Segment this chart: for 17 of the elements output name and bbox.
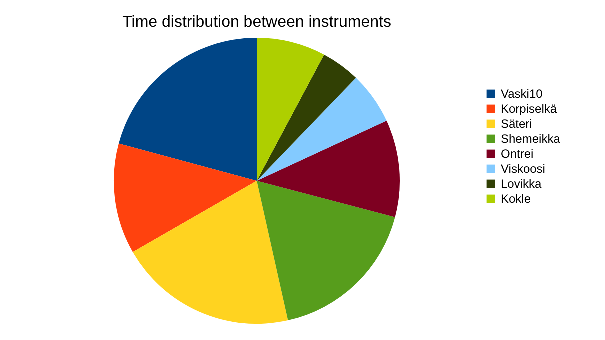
pie-slice	[257, 120, 400, 218]
pie-slice	[257, 54, 356, 181]
pie-slice	[257, 181, 396, 321]
legend-label: Säteri	[501, 117, 532, 131]
legend-label: Viskoosi	[501, 162, 546, 176]
pie-slice	[257, 78, 387, 181]
legend-label: Korpiselkä	[501, 102, 558, 116]
legend-label: Vaski10	[501, 87, 544, 101]
legend-label: Kokle	[501, 192, 532, 206]
pie-slice	[133, 181, 288, 324]
legend-label: Ontrei	[501, 147, 534, 161]
pie-slice	[118, 38, 257, 181]
pie-slice	[257, 38, 324, 181]
legend-label: Lovikka	[501, 177, 542, 191]
pie-slice	[114, 144, 257, 252]
chart-title: Time distribution between instruments	[122, 14, 392, 31]
legend-label: Shemeikka	[501, 132, 561, 146]
